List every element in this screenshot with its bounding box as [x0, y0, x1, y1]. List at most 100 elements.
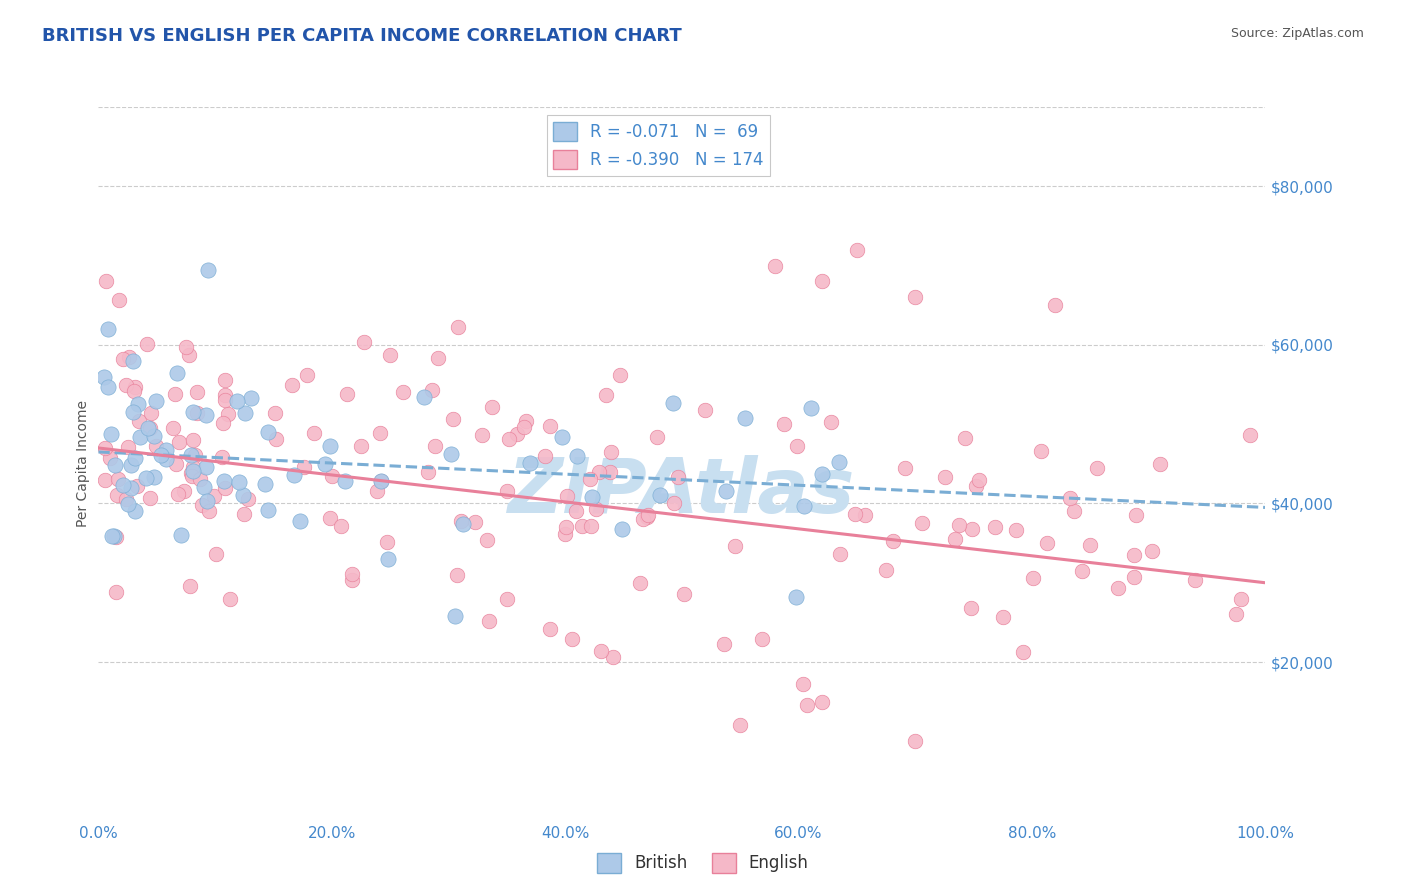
Point [122, 353, 145, 368]
Point [983, 520, 1005, 534]
Point [173, 483, 195, 498]
Point [1107, 581, 1129, 595]
Point [959, 600, 981, 615]
Point [1071, 565, 1094, 579]
Point [257, 503, 280, 517]
Point [882, 533, 904, 548]
Point [129, 430, 152, 444]
Point [565, 449, 588, 463]
Point [370, 474, 392, 488]
Point [554, 526, 576, 541]
Point [853, 508, 876, 523]
Point [180, 468, 202, 483]
Point [875, 563, 897, 577]
Point [661, 396, 683, 410]
Point [512, 420, 534, 434]
Point [637, 508, 659, 523]
Point [194, 459, 217, 474]
Point [1005, 524, 1028, 538]
Point [602, 649, 624, 664]
Point [205, 548, 228, 562]
Point [565, 504, 588, 518]
Point [730, 718, 752, 732]
Point [115, 491, 138, 506]
Point [533, 449, 555, 463]
Point [181, 405, 204, 419]
Point [714, 483, 737, 498]
Point [198, 504, 221, 518]
Point [120, 481, 142, 495]
Point [340, 574, 363, 588]
Point [283, 468, 305, 483]
Point [991, 609, 1014, 624]
Y-axis label: Per Capita Income: Per Capita Income [76, 401, 90, 527]
Point [184, 448, 207, 462]
Point [349, 439, 371, 453]
Point [636, 510, 658, 524]
Point [170, 527, 193, 541]
Point [136, 336, 159, 351]
Point [1029, 444, 1052, 458]
Point [104, 530, 127, 544]
Point [786, 439, 808, 453]
Point [792, 677, 814, 691]
Point [628, 576, 651, 591]
Point [212, 474, 235, 488]
Point [1140, 544, 1163, 558]
Point [139, 406, 162, 420]
Point [811, 695, 834, 709]
Point [1125, 508, 1147, 522]
Point [581, 491, 603, 505]
Point [135, 471, 157, 485]
Point [368, 425, 391, 440]
Point [377, 551, 399, 566]
Point [555, 489, 578, 503]
Point [211, 450, 233, 465]
Point [319, 511, 342, 525]
Point [183, 464, 205, 478]
Point [1059, 491, 1081, 505]
Point [104, 458, 127, 472]
Point [420, 383, 443, 397]
Point [128, 414, 150, 428]
Point [585, 502, 607, 516]
Point [830, 547, 852, 561]
Point [413, 390, 436, 404]
Point [155, 451, 177, 466]
Point [165, 386, 187, 401]
Point [108, 293, 131, 307]
Point [828, 455, 851, 469]
Point [105, 585, 128, 599]
Point [167, 487, 190, 501]
Point [120, 458, 142, 472]
Point [599, 445, 621, 459]
Point [193, 480, 215, 494]
Point [1184, 573, 1206, 587]
Point [1078, 538, 1101, 552]
Point [226, 393, 249, 408]
Point [904, 734, 927, 748]
Point [648, 488, 671, 502]
Point [631, 511, 654, 525]
Point [228, 475, 250, 489]
Point [969, 473, 991, 487]
Point [186, 406, 208, 420]
Point [1149, 458, 1171, 472]
Point [302, 425, 325, 440]
Point [450, 514, 472, 528]
Point [96, 274, 118, 288]
Point [103, 529, 125, 543]
Point [340, 566, 363, 581]
Point [319, 438, 342, 452]
Point [1036, 536, 1059, 550]
Point [281, 377, 304, 392]
Point [538, 419, 561, 434]
Point [217, 407, 239, 421]
Point [751, 632, 773, 646]
Point [111, 352, 134, 367]
Point [571, 519, 593, 533]
Point [496, 591, 519, 606]
Point [122, 405, 145, 419]
Point [98, 451, 121, 466]
Point [793, 499, 815, 513]
